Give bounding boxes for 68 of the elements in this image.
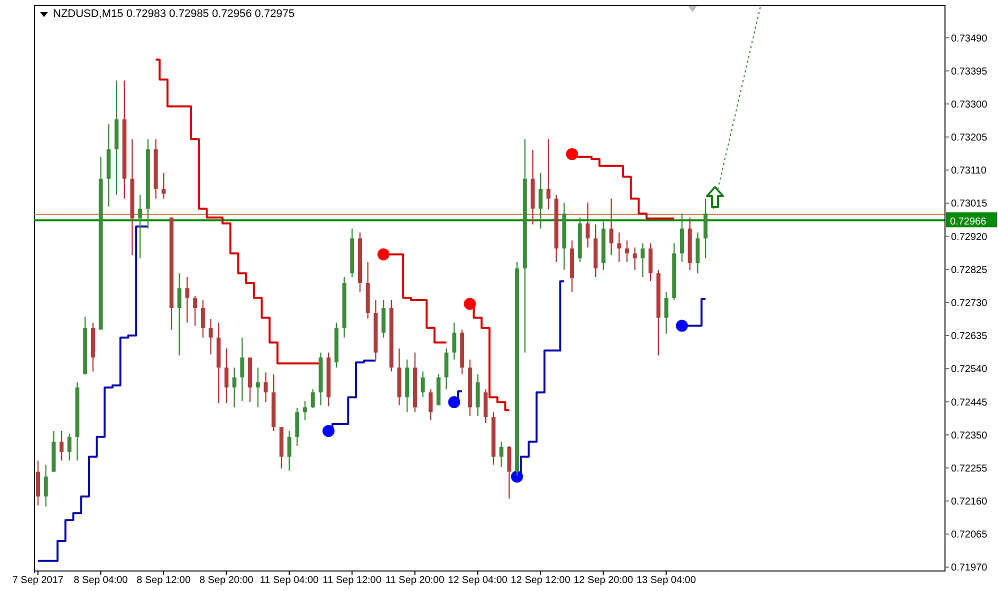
- candlestick: [617, 232, 622, 263]
- x-tick-label: 8 Sep 04:00: [74, 575, 128, 586]
- y-tick-label: 0.73015: [951, 198, 988, 210]
- candlestick: [420, 370, 425, 398]
- ref-line-label: 0.72966: [950, 216, 987, 228]
- y-tick-label: 0.73490: [951, 33, 988, 44]
- candlestick: [67, 433, 72, 462]
- candlestick: [138, 194, 142, 259]
- candlestick: [538, 172, 543, 230]
- y-tick-label: 0.72350: [951, 430, 988, 442]
- candlestick: [586, 202, 590, 248]
- point: [510, 470, 523, 483]
- x-tick-label: 12 Sep 12:00: [510, 575, 571, 586]
- x-tick-label: 7 Sep 2017: [12, 575, 64, 586]
- x-tick-label: 13 Sep 04:00: [636, 575, 696, 586]
- candlestick: [625, 240, 630, 263]
- candlestick: [60, 430, 64, 462]
- candlestick: [256, 366, 260, 408]
- candlestick: [193, 295, 198, 326]
- x-tick-label: 8 Sep 20:00: [199, 575, 254, 586]
- candlestick: [287, 430, 292, 472]
- point: [464, 298, 476, 310]
- y-tick-label: 0.72920: [951, 232, 988, 243]
- candlestick: [264, 372, 268, 403]
- candlestick: [177, 272, 182, 356]
- candlestick: [44, 464, 48, 508]
- candlestick: [452, 322, 456, 360]
- y-tick-label: 0.73300: [951, 99, 988, 110]
- point: [448, 396, 460, 408]
- candlestick: [640, 242, 645, 278]
- candlestick: [546, 138, 550, 210]
- point: [566, 148, 578, 160]
- candlestick: [224, 348, 228, 404]
- candlestick: [162, 172, 166, 200]
- candlestick: [499, 441, 504, 468]
- x-tick-label: 12 Sep 20:00: [574, 575, 634, 586]
- y-tick-label: 0.72635: [951, 331, 988, 342]
- candlestick: [232, 366, 236, 408]
- y-tick-label: 0.72160: [951, 496, 988, 508]
- y-tick-label: 0.73205: [951, 132, 988, 144]
- candlestick: [428, 388, 433, 421]
- y-tick-label: 0.72065: [951, 530, 988, 541]
- candlestick: [240, 337, 244, 402]
- x-tick-label: 11 Sep 20:00: [386, 575, 445, 586]
- x-tick-label: 8 Sep 12:00: [136, 575, 191, 586]
- candlestick: [185, 276, 190, 324]
- point: [377, 248, 390, 260]
- point: [676, 320, 688, 332]
- chart-title: NZDUSD,M15 0.72983 0.72985 0.72956 0.72975: [53, 8, 295, 20]
- y-tick-label: 0.72445: [951, 397, 988, 408]
- x-tick-label: 11 Sep 04:00: [260, 575, 320, 586]
- x-tick-label: 12 Sep 04:00: [448, 575, 508, 586]
- x-tick-label: 11 Sep 12:00: [322, 575, 382, 586]
- candlestick: [200, 299, 205, 338]
- y-tick-label: 0.73395: [951, 66, 988, 78]
- y-tick-label: 0.73110: [951, 166, 987, 177]
- candlestick: [310, 388, 315, 409]
- candlestick: [664, 291, 668, 334]
- candlestick: [208, 318, 213, 355]
- point: [322, 424, 335, 437]
- y-tick-label: 0.72730: [951, 298, 988, 310]
- y-tick-label: 0.72540: [951, 364, 988, 376]
- y-tick-label: 0.72825: [951, 264, 988, 276]
- candlestick: [303, 400, 308, 421]
- candlestick: [609, 198, 614, 256]
- y-tick-label: 0.71970: [951, 562, 988, 574]
- candlestick: [632, 246, 637, 271]
- y-tick-label: 0.72255: [951, 463, 988, 474]
